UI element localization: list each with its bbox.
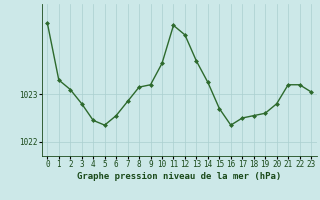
X-axis label: Graphe pression niveau de la mer (hPa): Graphe pression niveau de la mer (hPa) <box>77 172 281 181</box>
